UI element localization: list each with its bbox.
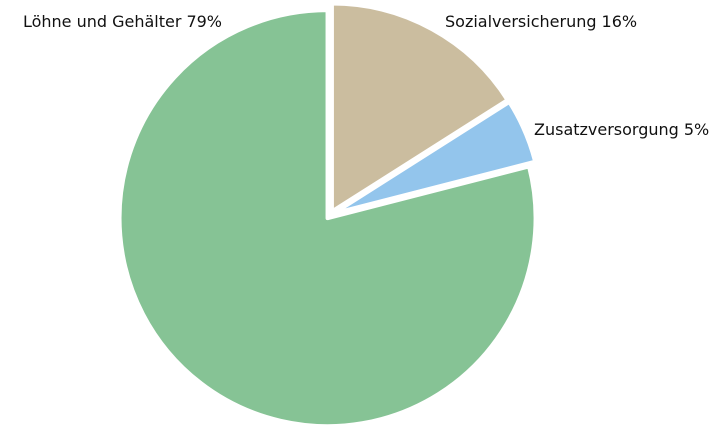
- value-label: 79%: [186, 12, 222, 31]
- category-name: Zusatzversorgung: [534, 120, 679, 139]
- slice-label: Löhne und Gehälter 79%: [23, 12, 222, 31]
- value-label: 5%: [684, 120, 709, 139]
- category-name: Sozialversicherung: [445, 12, 597, 31]
- slice-label: Sozialversicherung 16%: [445, 12, 637, 31]
- category-name: Löhne und Gehälter: [23, 12, 182, 31]
- pie-slice: [331, 99, 538, 216]
- pie-slice: [117, 8, 538, 425]
- value-label: 16%: [602, 12, 638, 31]
- pie-slice: [329, 1, 510, 214]
- slice-label: Zusatzversorgung 5%: [534, 120, 709, 139]
